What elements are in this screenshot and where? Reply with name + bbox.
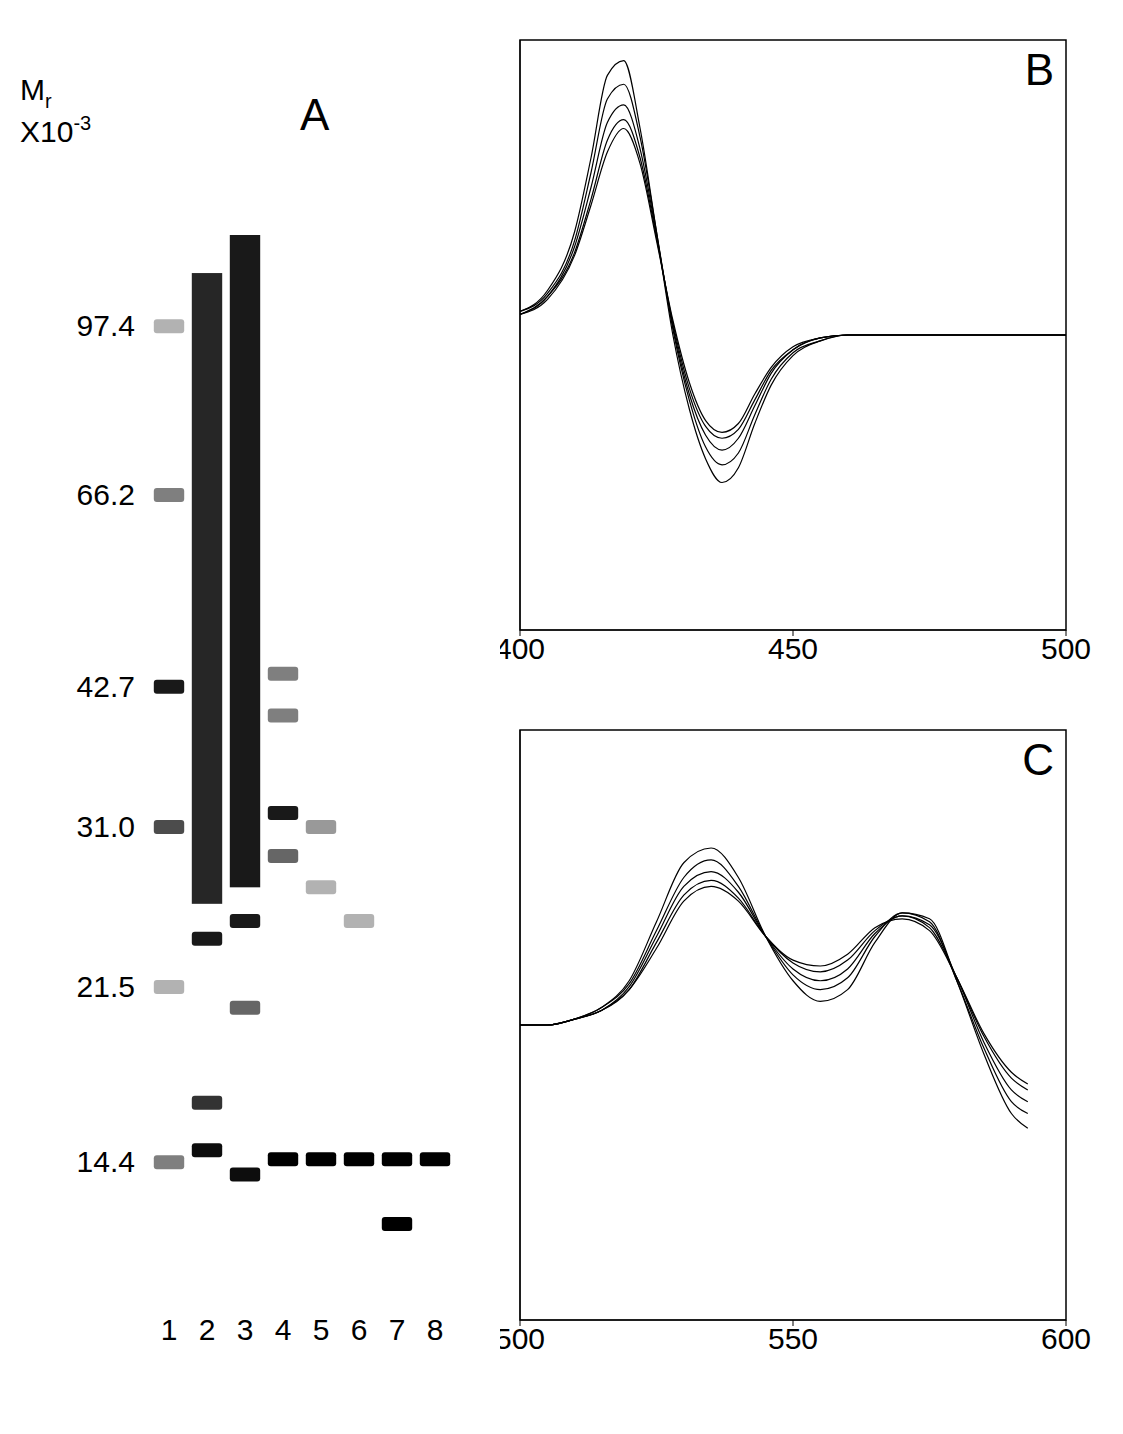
svg-text:4: 4 [275, 1313, 292, 1346]
svg-text:400: 400 [500, 632, 545, 665]
svg-text:6: 6 [351, 1313, 368, 1346]
svg-text:66.2: 66.2 [77, 478, 135, 511]
svg-text:3: 3 [237, 1313, 254, 1346]
html-text:B: B [1024, 45, 1054, 94]
svg-text:450: 450 [768, 632, 818, 665]
html-text:C: C [1022, 735, 1054, 784]
svg-text:X10-3: X10-3 [20, 112, 91, 148]
svg-text:550: 550 [768, 1322, 818, 1355]
svg-text:42.7: 42.7 [77, 670, 135, 703]
svg-text:8: 8 [427, 1313, 444, 1346]
svg-text:14.4: 14.4 [77, 1145, 135, 1178]
svg-text:2: 2 [199, 1313, 216, 1346]
svg-text:5: 5 [313, 1313, 330, 1346]
svg-text:7: 7 [389, 1313, 406, 1346]
svg-text:500: 500 [1041, 632, 1091, 665]
svg-text:1: 1 [161, 1313, 178, 1346]
svg-text:21.5: 21.5 [77, 970, 135, 1003]
svg-text:31.0: 31.0 [77, 810, 135, 843]
svg-text:Mr: Mr [20, 73, 52, 112]
svg-text:97.4: 97.4 [77, 309, 135, 342]
svg-text:500: 500 [500, 1322, 545, 1355]
svg-text:600: 600 [1041, 1322, 1091, 1355]
svg-text:A: A [300, 90, 330, 139]
